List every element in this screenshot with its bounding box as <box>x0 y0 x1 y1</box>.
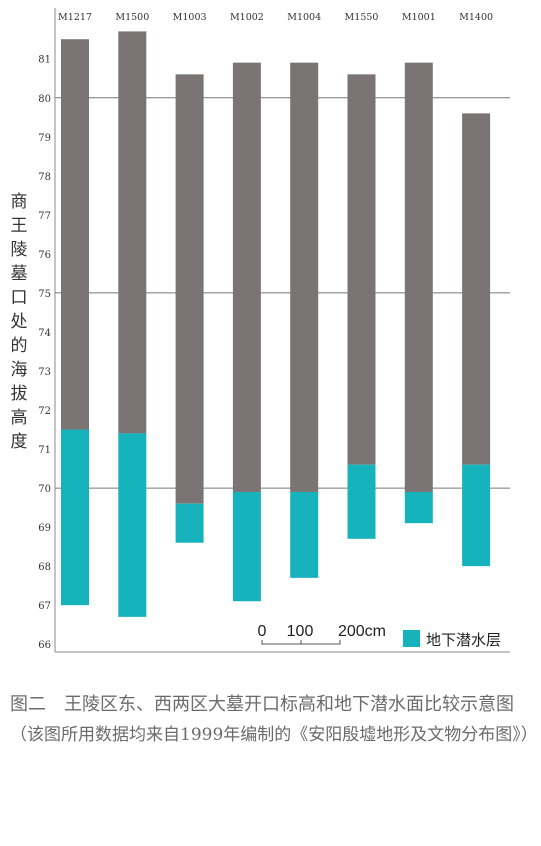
y-tick-label: 68 <box>38 562 51 573</box>
bar-groundwater <box>175 503 204 543</box>
y-tick-label: 78 <box>38 172 51 183</box>
bar-groundwater <box>462 464 491 567</box>
y-axis-label-char: 墓 <box>10 264 28 284</box>
y-tick-label: 79 <box>38 133 51 144</box>
bar-groundwater <box>404 491 433 524</box>
category-label: M1400 <box>459 12 493 23</box>
caption-note: （该图所用数据均来自1999年编制的《安阳殷墟地形及文物分布图》） <box>10 725 538 745</box>
y-tick-label: 75 <box>38 289 51 300</box>
bar-groundwater <box>118 433 147 617</box>
y-axis-label: 商王陵墓口处的海拔高度 <box>8 190 30 454</box>
category-label: M1004 <box>287 12 321 23</box>
y-tick-label: 66 <box>38 640 51 651</box>
scale-bar: 0 100 200cm <box>258 623 386 645</box>
legend: 地下潜水层 <box>403 630 501 649</box>
bar-elevation <box>118 31 147 434</box>
y-axis-label-char: 王 <box>10 216 28 236</box>
bar-groundwater <box>347 464 376 539</box>
y-tick-label: 70 <box>38 484 51 495</box>
y-axis-label-char: 陵 <box>10 240 28 260</box>
category-label: M1500 <box>115 12 149 23</box>
category-label: M1550 <box>345 12 379 23</box>
scale-bar-line <box>261 640 341 645</box>
bar-groundwater <box>290 491 319 578</box>
scale-bar-label: 200cm <box>338 623 386 640</box>
bar-elevation <box>290 62 319 492</box>
figure-caption: 图二 王陵区东、西两区大墓开口标高和地下潜水面比较示意图 （该图所用数据均来自1… <box>10 690 538 750</box>
category-label: M1003 <box>173 12 207 23</box>
category-label: M1002 <box>230 12 264 23</box>
category-label: M1217 <box>58 12 92 23</box>
bar-elevation <box>347 74 376 465</box>
y-axis-label-char: 拔 <box>10 384 28 404</box>
y-axis-label-char: 高 <box>10 408 28 428</box>
y-tick-label: 69 <box>38 523 51 534</box>
y-axis-label-char: 的 <box>10 336 28 356</box>
bar-elevation <box>61 39 89 430</box>
bar-elevation <box>232 62 261 492</box>
bar-groundwater <box>232 491 261 602</box>
y-tick-label: 71 <box>38 445 51 456</box>
y-axis-label-char: 口 <box>10 288 28 308</box>
legend-label: 地下潜水层 <box>426 631 501 649</box>
y-tick-label: 72 <box>38 406 51 417</box>
category-labels: M1217 M1500 M1003 M1002 M1004 M1550 M1001 M1400 <box>58 12 493 23</box>
y-tick-label: 76 <box>38 250 51 261</box>
y-axis-label-char: 海 <box>10 360 28 380</box>
y-tick-label: 73 <box>38 367 51 378</box>
legend-swatch <box>403 630 420 647</box>
y-axis-label-char: 商 <box>10 192 28 212</box>
category-label: M1001 <box>402 12 436 23</box>
y-axis-label-char: 处 <box>10 312 28 332</box>
scale-bar-label: 100 <box>287 623 314 640</box>
bar-elevation <box>175 74 204 504</box>
y-tick-label: 74 <box>38 328 51 339</box>
caption-title: 图二 王陵区东、西两区大墓开口标高和地下潜水面比较示意图 <box>10 694 514 715</box>
scale-bar-label: 0 <box>258 623 267 640</box>
bar-elevation <box>462 113 491 465</box>
y-axis-label-char: 度 <box>10 432 28 452</box>
y-axis: 66 67 68 69 70 71 72 73 74 75 76 77 78 79 80 81 <box>38 8 510 653</box>
bars <box>61 31 491 504</box>
bar-elevation <box>404 62 433 492</box>
groundwater-bars <box>61 429 491 617</box>
y-tick-label: 81 <box>38 55 51 66</box>
y-tick-label: 80 <box>38 94 51 105</box>
y-tick-label: 77 <box>38 211 51 222</box>
y-tick-label: 67 <box>38 601 51 612</box>
bar-groundwater <box>61 429 89 606</box>
